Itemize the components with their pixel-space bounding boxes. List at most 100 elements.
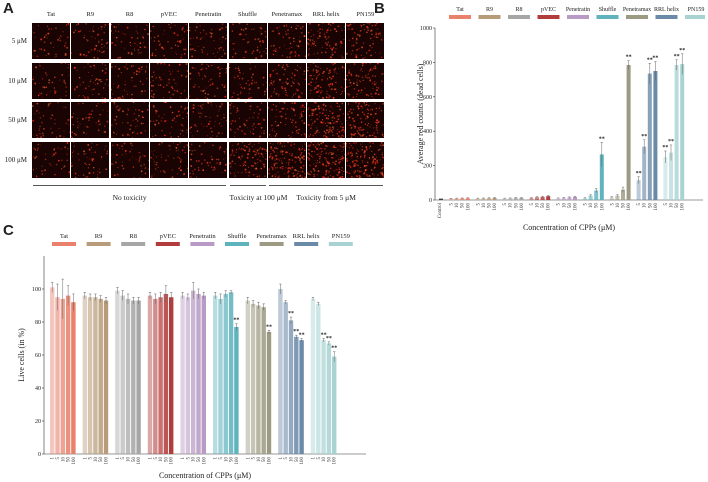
bar-penetramax — [250, 303, 256, 454]
microscopy-image-tile — [189, 141, 228, 178]
bar-r8 — [513, 197, 518, 200]
bar-shuffle — [599, 154, 604, 200]
microscopy-image-tile — [71, 62, 110, 99]
concentration-tick-label: 1 — [181, 457, 186, 460]
microscopy-column-label: Shuffle — [237, 11, 258, 18]
bar-penetramax — [609, 197, 614, 200]
legend-swatch — [121, 242, 146, 246]
concentration-tick-label: 100 — [520, 203, 525, 211]
concentration-tick-label: 5 — [56, 457, 61, 460]
concentration-tick-label: 1 — [116, 457, 121, 460]
bar-pvec — [169, 297, 174, 454]
bar-penetramax — [621, 189, 625, 200]
microscopy-image-tile — [346, 102, 385, 138]
concentration-tick-label: 10 — [257, 457, 262, 463]
bar-rrl-helix — [642, 146, 647, 200]
concentration-tick-label: 10 — [322, 457, 327, 463]
microscopy-group-label: Toxicity from 5 μM — [296, 193, 356, 202]
concentration-tick-label: 100 — [600, 203, 605, 211]
microscopy-image-tile — [71, 141, 110, 178]
significance-mark: ** — [233, 318, 239, 324]
y-tick-label: 60 — [35, 353, 41, 359]
microscopy-image-tile — [110, 141, 149, 178]
microscopy-image-tile — [32, 141, 70, 178]
concentration-tick-label: 100 — [574, 203, 579, 211]
bar-tat — [465, 198, 470, 200]
concentration-tick-label: 50 — [132, 457, 137, 463]
microscopy-image-tile — [307, 62, 346, 99]
concentration-tick-label: 10 — [482, 203, 487, 209]
legend-swatch — [294, 242, 319, 246]
y-tick-label: 20 — [35, 419, 41, 425]
concentration-tick-label: 50 — [541, 203, 546, 209]
significance-mark: ** — [652, 56, 658, 62]
concentration-tick-label: 5 — [121, 457, 126, 460]
bar-penetratin — [191, 290, 196, 454]
microscopy-image-tile — [228, 102, 267, 138]
microscopy-image-tile — [307, 23, 346, 59]
concentration-tick-label: 10 — [127, 457, 132, 463]
concentration-tick-label: 5 — [154, 457, 159, 460]
bar-penetramax — [261, 307, 266, 454]
concentration-tick-label: 100 — [170, 457, 175, 465]
concentration-tick-label: 10 — [94, 457, 99, 463]
panel-a-letter: A — [3, 0, 14, 17]
microscopy-image-tile — [228, 141, 267, 178]
bar-r8 — [131, 300, 136, 454]
concentration-tick-label: 50 — [327, 457, 332, 463]
microscopy-image-tile — [307, 102, 346, 138]
concentration-tick-label: 50 — [67, 457, 72, 463]
microscopy-column-label: PN159 — [356, 11, 375, 18]
microscopy-image-tile — [149, 141, 188, 178]
microscopy-image-tile — [110, 23, 149, 59]
significance-mark: ** — [626, 55, 632, 61]
concentration-tick-label: 10 — [589, 203, 594, 209]
concentration-tick-label: 1 — [279, 457, 284, 460]
concentration-tick-label: 10 — [224, 457, 229, 463]
legend-label: RRL helix — [293, 233, 321, 240]
significance-mark: ** — [679, 48, 685, 54]
microscopy-image-tile — [228, 23, 267, 59]
significance-mark: ** — [641, 134, 647, 140]
bar-shuffle — [213, 295, 218, 454]
bar-pn159 — [310, 298, 316, 454]
bar-pn159 — [326, 343, 332, 454]
legend-label: pVEC — [160, 233, 176, 240]
bar-penetratin — [567, 197, 572, 200]
legend-swatch — [259, 242, 284, 246]
microscopy-group-line — [229, 185, 266, 186]
bar-shuffle — [234, 326, 239, 454]
bar-penetramax — [256, 305, 261, 454]
bar-r9 — [103, 300, 109, 454]
y-tick-label: 200 — [423, 164, 432, 170]
legend-label: Penetramax — [623, 7, 651, 13]
microscopy-image-tile — [189, 102, 228, 138]
x-axis-label: Concentration of CPPs (μM) — [523, 223, 615, 232]
bar-r9 — [492, 197, 497, 200]
microscopy-image-tile — [32, 23, 70, 59]
concentration-tick-label: 5 — [476, 203, 481, 206]
concentration-tick-label: 50 — [99, 457, 104, 463]
concentration-tick-label: 100 — [300, 457, 305, 465]
microscopy-column-label: Penetratin — [195, 11, 222, 18]
bar-r8 — [136, 300, 141, 454]
bar-tat — [71, 302, 76, 454]
microscopy-row-label: 100 μM — [4, 155, 27, 164]
bar-r8 — [502, 198, 507, 200]
concentration-tick-label: 50 — [230, 457, 235, 463]
legend-swatch — [537, 15, 560, 19]
legend-label: R9 — [486, 7, 493, 13]
y-tick-label: 100 — [32, 287, 41, 293]
microscopy-image-tile — [228, 62, 267, 99]
concentration-tick-label: 50 — [164, 457, 169, 463]
legend-label: RRL helix — [654, 7, 679, 13]
concentration-tick-label: 10 — [290, 457, 295, 463]
bar-pn159 — [680, 64, 685, 201]
bar-pn159 — [663, 157, 668, 200]
concentration-tick-label: 50 — [675, 203, 680, 209]
y-tick-label: 800 — [423, 60, 432, 66]
concentration-tick-label: 5 — [610, 203, 615, 206]
concentration-tick-label: 5 — [584, 203, 589, 206]
bar-r9 — [93, 297, 98, 454]
bar-rrl-helix — [283, 302, 288, 454]
